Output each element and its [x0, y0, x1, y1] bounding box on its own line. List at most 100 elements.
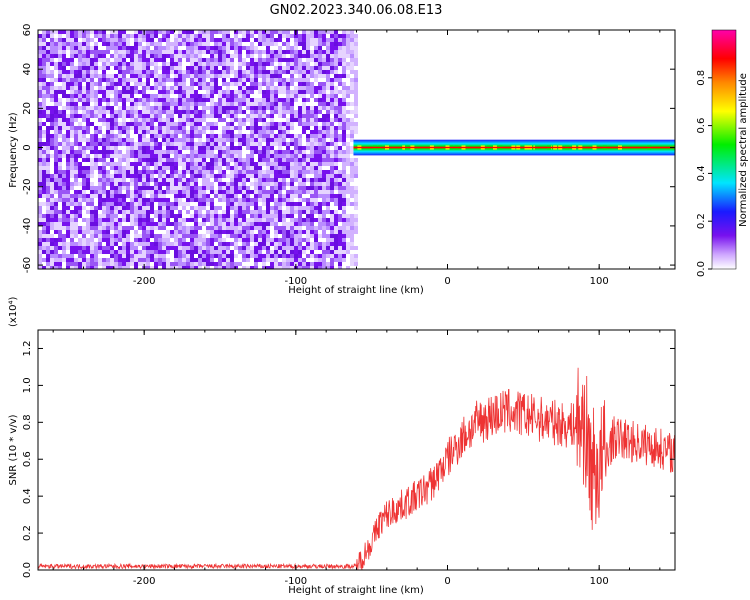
noise-cell [66, 134, 70, 138]
noise-cell [186, 262, 190, 266]
noise-cell [270, 110, 274, 114]
noise-cell [182, 94, 186, 98]
noise-cell [190, 266, 194, 269]
noise-cell [174, 86, 178, 90]
noise-cell [342, 222, 346, 226]
noise-cell [214, 138, 218, 142]
noise-cell [90, 218, 94, 222]
noise-cell [294, 166, 298, 170]
noise-cell [170, 246, 174, 250]
noise-cell [222, 266, 226, 269]
noise-cell [230, 174, 234, 178]
noise-cell [274, 158, 278, 162]
noise-cell [306, 154, 310, 158]
noise-cell [314, 42, 318, 46]
noise-cell [210, 218, 214, 222]
noise-cell [306, 106, 310, 110]
noise-cell [178, 70, 182, 74]
noise-cell [322, 66, 326, 70]
noise-cell [78, 58, 82, 62]
noise-cell [262, 262, 266, 266]
noise-cell [178, 102, 182, 106]
noise-cell [70, 262, 74, 266]
noise-cell [178, 130, 182, 134]
noise-cell [190, 198, 194, 202]
noise-cell [258, 66, 262, 70]
noise-cell [186, 106, 190, 110]
noise-cell [242, 78, 246, 82]
noise-cell [246, 70, 250, 74]
noise-cell [170, 118, 174, 122]
noise-cell [234, 150, 238, 154]
noise-cell [58, 190, 62, 194]
noise-cell [50, 262, 54, 266]
noise-cell [106, 94, 110, 98]
noise-cell [238, 58, 242, 62]
noise-cell [274, 230, 278, 234]
noise-cell [74, 42, 78, 46]
noise-cell [222, 66, 226, 70]
noise-cell [306, 54, 310, 58]
noise-cell [78, 130, 82, 134]
noise-cell [138, 206, 142, 210]
noise-cell [226, 258, 230, 262]
noise-cell [290, 178, 294, 182]
noise-cell [134, 222, 138, 226]
noise-cell [286, 262, 290, 266]
noise-cell [210, 142, 214, 146]
noise-cell [166, 246, 170, 250]
noise-cell [162, 214, 166, 218]
noise-cell [258, 50, 262, 54]
noise-cell [278, 266, 282, 269]
noise-cell [62, 106, 66, 110]
noise-cell [78, 246, 82, 250]
noise-cell [94, 62, 98, 66]
noise-cell [134, 142, 138, 146]
noise-cell [62, 150, 66, 154]
noise-cell [190, 250, 194, 254]
noise-cell [230, 38, 234, 42]
noise-cell [318, 74, 322, 78]
noise-cell [190, 50, 194, 54]
noise-cell [38, 70, 42, 74]
noise-cell [310, 202, 314, 206]
noise-cell [158, 94, 162, 98]
noise-cell [194, 234, 198, 238]
noise-cell [326, 250, 330, 254]
noise-cell [122, 102, 126, 106]
noise-cell [270, 42, 274, 46]
noise-cell [286, 166, 290, 170]
noise-cell [230, 170, 234, 174]
noise-cell [218, 46, 222, 50]
noise-cell [326, 106, 330, 110]
noise-cell [146, 30, 150, 34]
noise-cell [302, 110, 306, 114]
noise-cell [226, 46, 230, 50]
noise-cell [174, 222, 178, 226]
noise-cell [194, 90, 198, 94]
noise-cell [154, 74, 158, 78]
noise-cell [210, 146, 214, 150]
noise-cell [202, 170, 206, 174]
noise-cell [338, 82, 342, 86]
noise-cell [58, 218, 62, 222]
noise-cell [298, 238, 302, 242]
noise-cell [210, 54, 214, 58]
noise-cell [234, 102, 238, 106]
noise-cell [110, 206, 114, 210]
noise-cell [186, 162, 190, 166]
noise-cell [266, 98, 270, 102]
noise-cell [282, 110, 286, 114]
noise-cell [110, 142, 114, 146]
noise-cell [182, 54, 186, 58]
noise-cell [334, 66, 338, 70]
noise-cell [230, 158, 234, 162]
noise-cell [206, 262, 210, 266]
noise-cell [334, 214, 338, 218]
noise-cell [214, 190, 218, 194]
noise-cell [222, 118, 226, 122]
colorbar-tick-label: 0.8 [696, 70, 707, 86]
noise-cell [342, 238, 346, 242]
noise-cell [130, 190, 134, 194]
noise-cell [342, 102, 346, 106]
